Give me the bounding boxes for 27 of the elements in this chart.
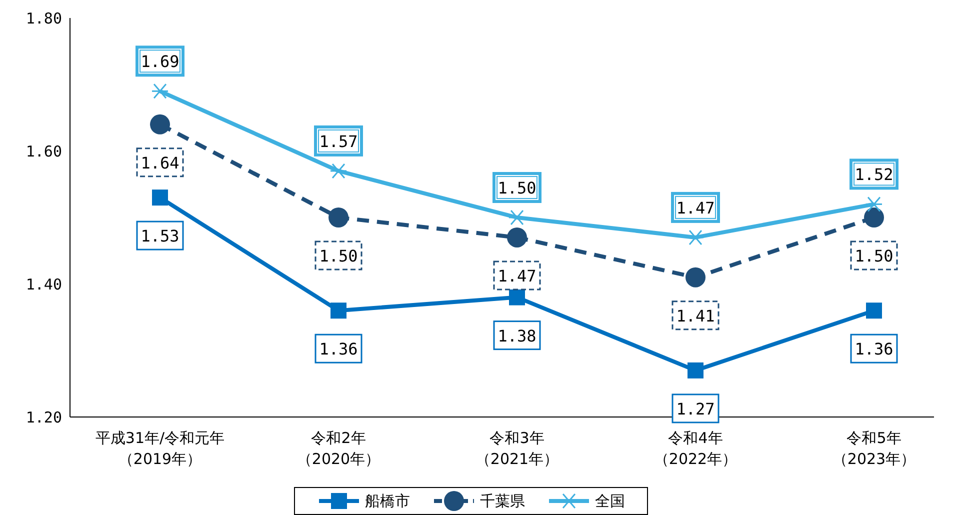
- data-label: 1.53: [140, 226, 180, 246]
- y-tick-label: 1.40: [26, 275, 62, 294]
- data-label: 1.69: [140, 52, 180, 72]
- legend-label: 千葉県: [479, 491, 525, 511]
- data-label: 1.64: [140, 153, 180, 172]
- data-label: 1.36: [319, 340, 358, 359]
- y-tick-label: 1.60: [26, 142, 62, 160]
- y-tick-label: 1.20: [26, 408, 62, 426]
- data-label: 1.36: [854, 340, 894, 359]
- x-tick-label: 令和3年（2021年）: [475, 429, 559, 468]
- x-tick-label: 平成31年/令和元年（2019年）: [95, 429, 225, 468]
- legend-label: 船橋市: [364, 491, 410, 511]
- x-tick-label: 令和2年（2020年）: [296, 429, 380, 468]
- x-tick-label: 令和5年（2023年）: [832, 429, 916, 468]
- y-tick-label: 1.80: [26, 9, 62, 28]
- data-label: 1.41: [676, 306, 715, 326]
- data-label: 1.57: [319, 132, 358, 151]
- x-tick-label: 令和4年（2022年）: [654, 429, 738, 468]
- data-label: 1.52: [854, 165, 894, 184]
- data-label: 1.47: [676, 198, 715, 218]
- data-label: 1.50: [498, 178, 536, 198]
- data-label: 1.50: [319, 246, 358, 266]
- data-label: 1.50: [854, 246, 894, 266]
- data-label: 1.38: [498, 326, 536, 346]
- data-label: 1.47: [498, 266, 536, 286]
- legend-label: 全国: [594, 491, 625, 511]
- data-label: 1.27: [676, 399, 715, 418]
